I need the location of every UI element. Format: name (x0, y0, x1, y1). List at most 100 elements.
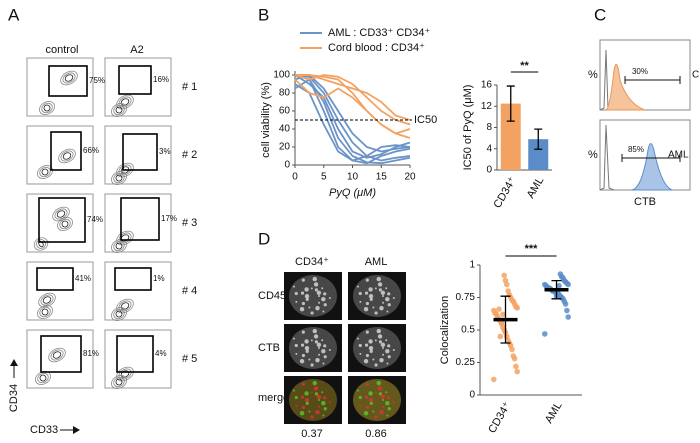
plot-frame (104, 329, 172, 389)
spot (365, 278, 369, 282)
axis-label: CTB (634, 196, 656, 208)
x-tick-label: 10 (347, 172, 359, 183)
spot (316, 342, 322, 348)
contour (116, 94, 134, 110)
spot (386, 362, 389, 365)
spot (328, 400, 331, 403)
spot (364, 343, 369, 347)
spot (380, 394, 386, 400)
y-tick-label: 0.25 (456, 357, 476, 368)
contour (59, 218, 71, 230)
arrow-head (10, 359, 18, 366)
x-tick-label: 20 (404, 172, 416, 183)
y-tick-label: 60 (279, 106, 291, 117)
spot (380, 342, 386, 348)
contour (62, 72, 76, 84)
y-tick-label: 1 (469, 260, 475, 271)
spot (304, 398, 310, 403)
spot (385, 339, 388, 342)
contour-plot: 3% (104, 125, 172, 185)
column-header: CD34⁺ (295, 256, 329, 268)
point (502, 277, 509, 284)
point (500, 311, 506, 318)
spot (374, 363, 378, 367)
plot-frame (104, 261, 172, 321)
point (557, 271, 564, 277)
y-tick-label: 100 (273, 70, 290, 81)
spot (316, 290, 322, 296)
panel-letter: B (258, 5, 269, 24)
spot (292, 337, 295, 340)
spot (368, 391, 373, 396)
contour (115, 106, 123, 114)
axis-label: CD33 (30, 424, 58, 436)
spot (295, 300, 298, 303)
plot-label: CD34⁺ (692, 70, 700, 81)
plot-frame (26, 193, 94, 253)
spot (292, 285, 295, 288)
spot (318, 295, 320, 297)
y-tick-label: 0.75 (456, 292, 476, 303)
spot (314, 340, 318, 344)
y-tick-label: 16 (481, 80, 493, 91)
spot (365, 301, 370, 306)
spot (308, 358, 311, 361)
y-tick-label: 0 (486, 165, 492, 176)
gate-percent: 3% (159, 147, 171, 156)
contour (56, 210, 66, 218)
spot (386, 414, 389, 417)
contour (116, 366, 134, 382)
spot (377, 334, 383, 339)
point (505, 288, 511, 294)
spot (382, 295, 384, 297)
contour-plot: 75% (26, 57, 105, 117)
panel-letter: C (594, 5, 606, 24)
spot (294, 343, 298, 348)
legend-label: Cord blood : CD34⁺ (328, 42, 425, 54)
y-axis-label: cell viability (%) (260, 82, 272, 158)
spot (310, 287, 313, 290)
spot (392, 296, 395, 299)
contour-plot: 1% (104, 261, 172, 321)
spot (368, 294, 374, 299)
contour (120, 98, 130, 106)
gate-label: 30% (632, 67, 648, 76)
legend-label: AML : CD33⁺ CD34⁺ (328, 27, 430, 39)
histogram-panel: 30% CD34⁺ % 85% AML % CTB (588, 39, 700, 208)
point (498, 320, 505, 327)
gate (50, 131, 82, 171)
contour-plot: 74% (26, 193, 103, 253)
micrograph (348, 324, 406, 372)
y-tick-label: 0 (284, 160, 290, 171)
plot-frame (26, 261, 94, 321)
contour (111, 171, 127, 185)
spot (359, 352, 362, 355)
spot (358, 343, 362, 348)
y-axis-label: IC50 of PyQ (μM) (462, 85, 474, 171)
spot (356, 389, 359, 392)
contour (39, 374, 47, 382)
spot (387, 407, 391, 411)
column-header: control (45, 44, 78, 56)
spot (378, 392, 382, 396)
gate-percent: 4% (155, 349, 167, 358)
gate (114, 267, 152, 291)
spot (322, 414, 325, 417)
spot (387, 355, 391, 359)
spot (308, 410, 311, 413)
contour (116, 230, 134, 246)
spot (323, 396, 327, 400)
spot (359, 404, 362, 407)
spot (377, 386, 383, 391)
point (542, 281, 548, 288)
plot-frame (26, 329, 94, 389)
significance-label: *** (525, 243, 539, 255)
spot (385, 401, 390, 406)
cell (353, 379, 401, 421)
x-axis-label: PyQ (μM) (329, 187, 376, 199)
x-tick-label: 0 (292, 172, 298, 183)
contour (62, 152, 72, 160)
spot (323, 303, 327, 307)
contour (41, 102, 53, 114)
point (497, 333, 504, 340)
